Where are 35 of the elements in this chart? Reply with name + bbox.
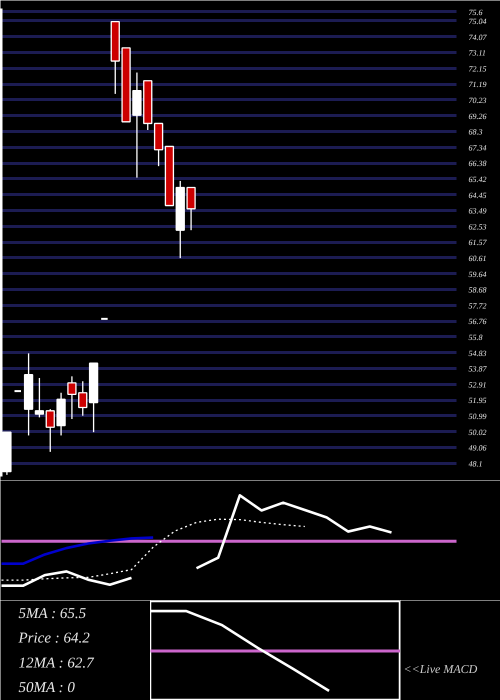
y-tick-label: 75.04 bbox=[468, 16, 486, 26]
y-tick-label: 71.19 bbox=[468, 80, 486, 90]
y-tick-label: 54.83 bbox=[468, 348, 486, 358]
y-tick-label: 51.95 bbox=[468, 396, 486, 406]
text: 5MA : 65.5 bbox=[18, 606, 87, 622]
text: 50MA : 0 bbox=[18, 680, 76, 696]
y-tick-label: 62.53 bbox=[468, 222, 486, 232]
y-tick-label: 64.45 bbox=[468, 190, 486, 200]
y-tick-label: 75.6 bbox=[468, 8, 482, 17]
y-tick-label: 70.23 bbox=[468, 96, 486, 105]
text: <<Live MACD bbox=[404, 662, 478, 676]
y-tick-label: 48.1 bbox=[468, 459, 482, 468]
y-tick-label: 72.15 bbox=[468, 64, 486, 74]
y-tick-label: 57.72 bbox=[468, 301, 486, 310]
y-tick-label: 66.38 bbox=[468, 159, 486, 168]
y-tick-label: 63.49 bbox=[468, 206, 486, 216]
y-tick-label: 53.87 bbox=[468, 364, 488, 374]
y-tick-label: 69.26 bbox=[468, 112, 486, 121]
y-tick-label: 73.11 bbox=[468, 48, 486, 58]
y-tick-label: 55.8 bbox=[468, 332, 482, 342]
y-tick-label: 52.91 bbox=[468, 380, 486, 390]
y-tick-label: 65.42 bbox=[468, 174, 486, 184]
y-tick-label: 49.06 bbox=[468, 444, 486, 453]
y-tick-label: 50.02 bbox=[468, 428, 486, 437]
y-tick-label: 61.57 bbox=[468, 238, 488, 248]
y-tick-label: 67.34 bbox=[468, 143, 486, 152]
y-tick-label: 74.07 bbox=[468, 32, 488, 42]
text: Price : 64.2 bbox=[18, 630, 90, 647]
y-tick-label: 56.76 bbox=[468, 317, 486, 326]
y-tick-label: 59.64 bbox=[468, 270, 486, 279]
y-tick-label: 50.99 bbox=[468, 412, 486, 421]
y-tick-label: 60.61 bbox=[468, 254, 486, 263]
y-tick-label: 58.68 bbox=[468, 286, 486, 295]
y-tick-label: 68.3 bbox=[468, 128, 482, 137]
text: 12MA : 62.7 bbox=[18, 655, 96, 672]
